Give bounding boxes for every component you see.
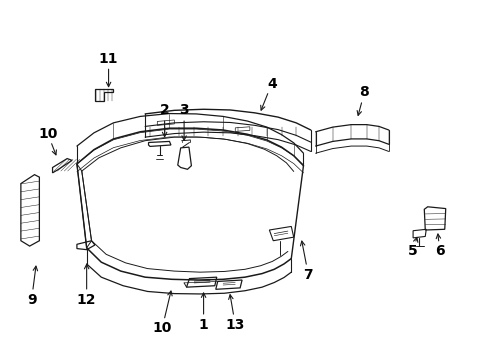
Text: 4: 4 <box>267 77 277 91</box>
Text: 13: 13 <box>225 318 245 332</box>
Text: 2: 2 <box>160 103 170 117</box>
Text: 7: 7 <box>303 268 313 282</box>
Text: 12: 12 <box>77 293 97 307</box>
Text: 10: 10 <box>152 321 172 335</box>
Text: 3: 3 <box>179 103 189 117</box>
Text: 6: 6 <box>435 244 445 258</box>
Text: 1: 1 <box>199 318 208 332</box>
Text: 5: 5 <box>408 244 418 258</box>
Text: 11: 11 <box>99 51 118 66</box>
Text: 10: 10 <box>38 127 57 140</box>
Text: 9: 9 <box>27 293 36 307</box>
Text: 8: 8 <box>360 85 369 99</box>
